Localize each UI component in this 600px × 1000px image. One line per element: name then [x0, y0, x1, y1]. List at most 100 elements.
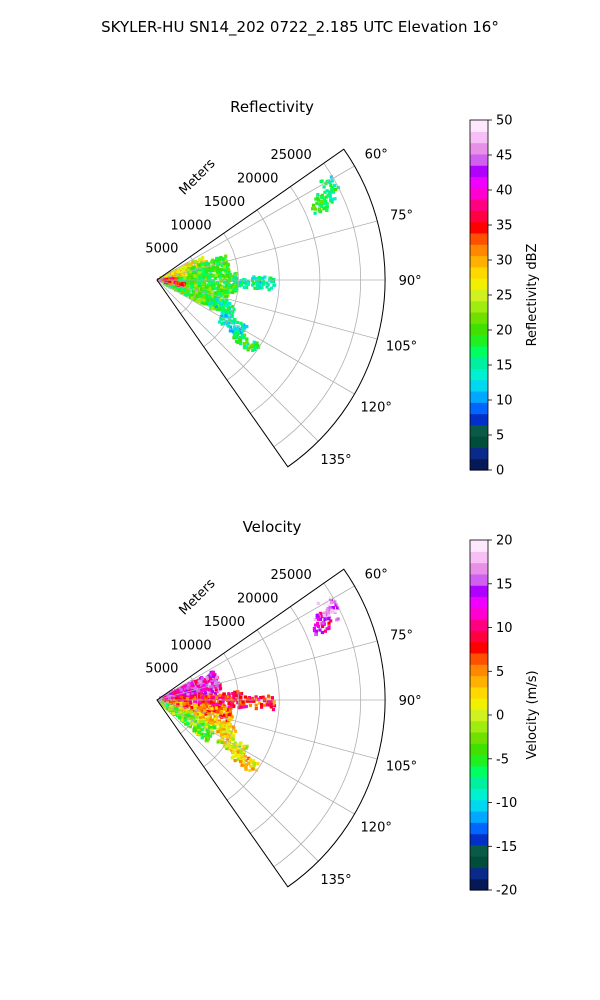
echo-gate — [320, 615, 324, 619]
echo-gate — [225, 730, 230, 734]
echo-gate — [333, 600, 337, 604]
echo-gate — [240, 763, 244, 767]
radial-tick-label: 25000 — [270, 148, 311, 163]
echo-gate — [195, 714, 199, 719]
echo-gate — [203, 693, 207, 697]
echo-gate — [197, 733, 201, 737]
echo-gate — [260, 286, 264, 290]
echo-gate — [190, 286, 194, 290]
echo-gate — [216, 710, 220, 714]
panel-title: Reflectivity — [230, 98, 314, 116]
echo-gate — [204, 735, 208, 739]
echo-gate — [195, 724, 200, 728]
echo-gate — [210, 291, 214, 295]
echo-gate — [262, 699, 266, 703]
echo-gate — [186, 268, 190, 272]
echo-gate — [207, 294, 211, 298]
echo-gate — [163, 277, 167, 281]
echo-gate — [171, 274, 175, 278]
echo-gate — [223, 740, 227, 745]
echo-gate — [232, 696, 236, 700]
echo-gate — [249, 764, 253, 768]
echo-gate — [249, 699, 253, 703]
echo-gate — [224, 727, 228, 731]
echo-gate — [232, 755, 236, 759]
echo-gate — [169, 705, 173, 709]
colorbar-tick-label: -20 — [496, 884, 517, 899]
echo-gate — [225, 291, 229, 295]
echo-gate — [164, 705, 168, 709]
echo-gate — [230, 715, 234, 719]
colorbar-tick-label: 20 — [496, 324, 513, 339]
echo-gate — [181, 283, 185, 288]
echo-gate — [322, 197, 327, 201]
echo-gate — [255, 284, 259, 288]
echo-gate — [232, 750, 236, 754]
echo-gate — [238, 280, 242, 284]
echo-gate — [255, 341, 259, 345]
echo-gate — [313, 211, 317, 215]
echo-gate — [205, 294, 209, 298]
echo-gate — [219, 301, 223, 305]
echo-gate — [243, 763, 247, 767]
echo-gate — [214, 688, 218, 692]
echo-gate — [171, 712, 175, 716]
echo-gate — [261, 695, 265, 699]
echo-gate — [325, 608, 329, 613]
colorbar-tick-label: 15 — [496, 359, 513, 374]
echo-gate — [266, 694, 271, 698]
echo-gate — [232, 335, 236, 339]
echo-gate — [222, 705, 226, 709]
echo-gate — [239, 757, 243, 761]
echo-gate — [245, 744, 249, 748]
echo-gate — [245, 324, 249, 329]
echo-gate — [234, 277, 238, 281]
colorbar-segment — [470, 878, 488, 891]
colorbar-segment — [470, 221, 488, 234]
echo-gate — [234, 280, 238, 284]
echo-gate — [327, 625, 331, 629]
echo-gate — [250, 279, 255, 283]
echo-gate — [190, 293, 194, 297]
echo-gate — [169, 707, 173, 711]
echo-gate — [323, 199, 328, 204]
echo-gate — [242, 760, 246, 764]
echo-gate — [219, 270, 223, 274]
echo-gate — [227, 692, 231, 696]
echo-gate — [329, 183, 333, 187]
echo-gate — [178, 701, 182, 706]
echo-gate — [163, 695, 167, 699]
colorbar-tick-label: 30 — [496, 254, 513, 269]
echo-gate — [214, 273, 218, 277]
echo-gate — [242, 705, 246, 709]
azimuth-tick-label: 135° — [320, 453, 351, 468]
echo-gate — [205, 738, 209, 742]
echo-gate — [215, 307, 219, 311]
azimuth-tick-label: 90° — [399, 694, 422, 709]
echo-gate — [200, 709, 204, 713]
echo-gate — [260, 703, 264, 707]
echo-gate — [206, 737, 211, 741]
echo-gate — [219, 714, 223, 718]
echo-gate — [223, 713, 227, 717]
echo-gate — [227, 324, 231, 328]
echo-gate — [215, 683, 219, 687]
echo-gate — [164, 282, 168, 286]
echo-gate — [203, 691, 208, 695]
echo-gate — [323, 629, 327, 633]
echo-gate — [214, 706, 218, 710]
azimuth-tick-label: 75° — [390, 209, 413, 224]
colorbar-tick-label: 10 — [496, 621, 513, 636]
echo-gate — [223, 289, 227, 293]
echo-gate — [197, 706, 202, 710]
echo-gate — [192, 265, 196, 269]
colorbar-segment — [470, 551, 488, 564]
echo-gate — [179, 283, 183, 287]
echo-gate — [191, 716, 195, 720]
echo-gate — [176, 703, 180, 707]
colorbar-tick-label: 0 — [496, 464, 504, 479]
echo-gate — [185, 704, 189, 709]
colorbar-segment — [470, 311, 488, 324]
echo-gate — [170, 280, 174, 284]
echo-gate — [216, 713, 220, 717]
